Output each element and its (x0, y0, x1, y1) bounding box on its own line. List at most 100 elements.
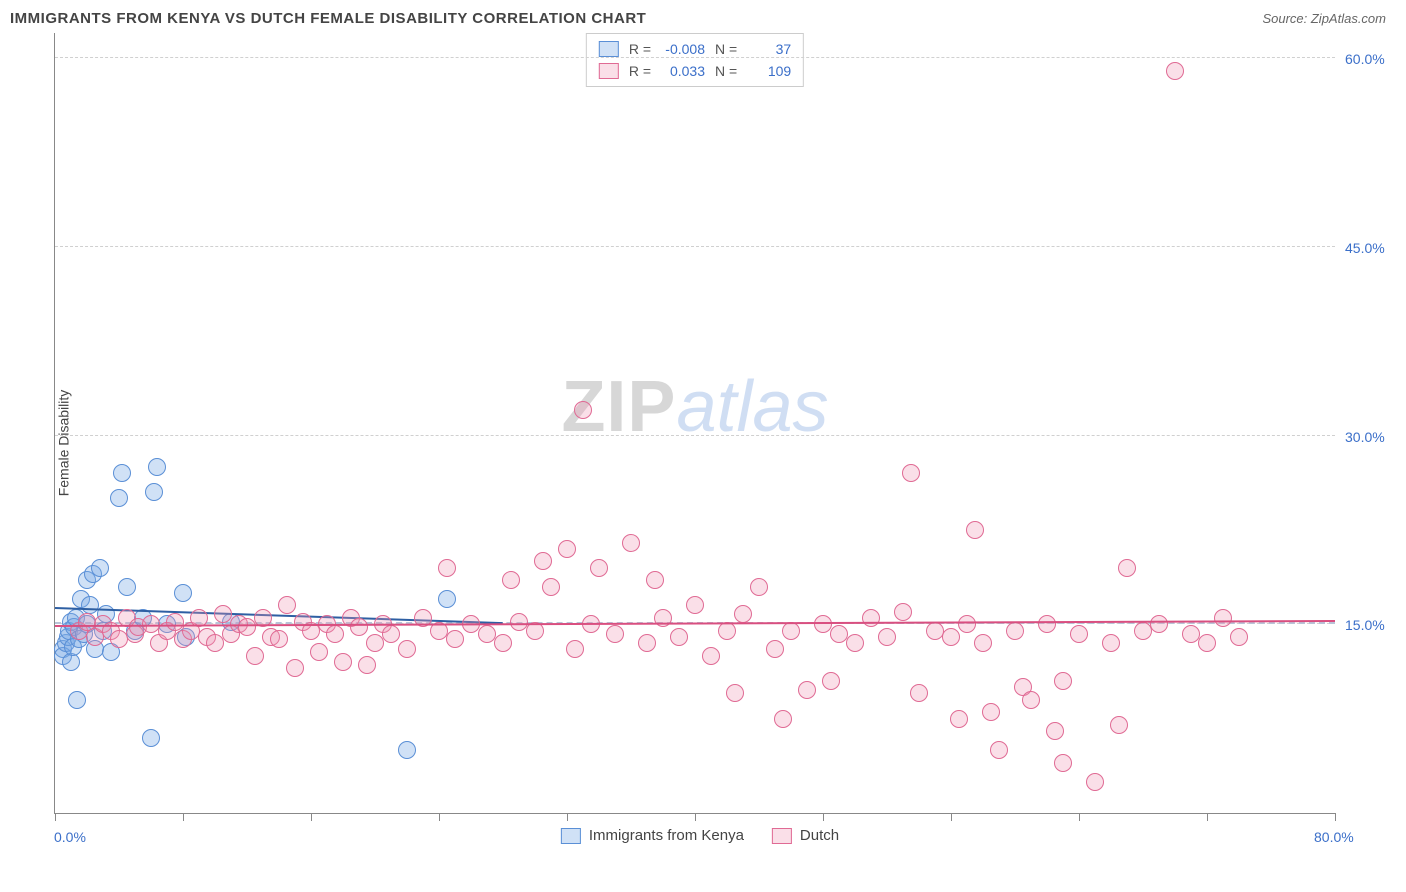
data-point-dutch (910, 684, 928, 702)
data-point-kenya (118, 578, 136, 596)
data-point-dutch (278, 596, 296, 614)
data-point-dutch (206, 634, 224, 652)
data-point-dutch (750, 578, 768, 596)
grid-line (55, 246, 1335, 247)
data-point-dutch (1054, 754, 1072, 772)
data-point-dutch (726, 684, 744, 702)
data-point-dutch (1166, 62, 1184, 80)
data-point-dutch (214, 605, 232, 623)
data-point-kenya (174, 584, 192, 602)
watermark: ZIPatlas (561, 366, 828, 448)
data-point-dutch (1150, 615, 1168, 633)
y-tick-label: 45.0% (1345, 240, 1385, 256)
data-point-kenya (438, 590, 456, 608)
series-legend: Immigrants from Kenya Dutch (561, 827, 839, 844)
data-point-dutch (1198, 634, 1216, 652)
x-tick (823, 813, 824, 821)
data-point-dutch (1086, 773, 1104, 791)
legend-swatch (599, 41, 619, 57)
data-point-dutch (822, 672, 840, 690)
x-tick (567, 813, 568, 821)
data-point-dutch (326, 625, 344, 643)
legend-label: Immigrants from Kenya (589, 827, 744, 844)
data-point-dutch (1230, 628, 1248, 646)
data-point-dutch (1102, 634, 1120, 652)
y-tick-label: 60.0% (1345, 51, 1385, 67)
data-point-dutch (334, 653, 352, 671)
data-point-kenya (110, 489, 128, 507)
data-point-dutch (966, 521, 984, 539)
data-point-kenya (398, 741, 416, 759)
x-tick (1335, 813, 1336, 821)
data-point-dutch (958, 615, 976, 633)
data-point-dutch (398, 640, 416, 658)
n-label: N = (715, 60, 737, 82)
data-point-dutch (646, 571, 664, 589)
data-point-kenya (91, 559, 109, 577)
data-point-dutch (446, 630, 464, 648)
chart-title: IMMIGRANTS FROM KENYA VS DUTCH FEMALE DI… (10, 10, 646, 27)
r-label: R = (629, 60, 651, 82)
data-point-dutch (1214, 609, 1232, 627)
data-point-dutch (590, 559, 608, 577)
data-point-dutch (846, 634, 864, 652)
data-point-kenya (113, 464, 131, 482)
chart-container: Female Disability ZIPatlas R =-0.008N =3… (10, 33, 1390, 853)
x-tick (311, 813, 312, 821)
data-point-dutch (1038, 615, 1056, 633)
data-point-dutch (574, 401, 592, 419)
data-point-kenya (68, 691, 86, 709)
data-point-dutch (686, 596, 704, 614)
x-tick (951, 813, 952, 821)
x-max-label: 80.0% (1314, 829, 1354, 845)
data-point-dutch (622, 534, 640, 552)
data-point-dutch (878, 628, 896, 646)
x-tick (695, 813, 696, 821)
data-point-dutch (366, 634, 384, 652)
data-point-dutch (1022, 691, 1040, 709)
legend-swatch (599, 63, 619, 79)
data-point-kenya (142, 729, 160, 747)
stats-row-dutch: R = 0.033 N = 109 (599, 60, 791, 82)
data-point-dutch (350, 618, 368, 636)
x-min-label: 0.0% (54, 829, 86, 845)
correlation-stats-box: R =-0.008N =37R =0.033N =109 (586, 33, 804, 87)
n-value: 109 (743, 60, 791, 82)
x-tick (55, 813, 56, 821)
data-point-dutch (766, 640, 784, 658)
data-point-dutch (774, 710, 792, 728)
data-point-dutch (1046, 722, 1064, 740)
data-point-dutch (1054, 672, 1072, 690)
data-point-dutch (566, 640, 584, 658)
data-point-dutch (286, 659, 304, 677)
legend-item-kenya: Immigrants from Kenya (561, 827, 744, 844)
data-point-dutch (502, 571, 520, 589)
data-point-dutch (942, 628, 960, 646)
data-point-dutch (814, 615, 832, 633)
legend-item-dutch: Dutch (772, 827, 839, 844)
data-point-dutch (494, 634, 512, 652)
data-point-dutch (894, 603, 912, 621)
y-tick-label: 30.0% (1345, 429, 1385, 445)
data-point-dutch (246, 647, 264, 665)
legend-swatch (561, 828, 581, 844)
scatter-plot: ZIPatlas R =-0.008N =37R =0.033N =109 15… (54, 33, 1335, 814)
data-point-dutch (1118, 559, 1136, 577)
data-point-dutch (982, 703, 1000, 721)
data-point-dutch (950, 710, 968, 728)
x-tick (1207, 813, 1208, 821)
grid-line (55, 435, 1335, 436)
r-value: 0.033 (657, 60, 705, 82)
data-point-dutch (542, 578, 560, 596)
data-point-dutch (702, 647, 720, 665)
legend-label: Dutch (800, 827, 839, 844)
data-point-dutch (558, 540, 576, 558)
data-point-dutch (862, 609, 880, 627)
data-point-dutch (438, 559, 456, 577)
data-point-dutch (798, 681, 816, 699)
data-point-dutch (782, 622, 800, 640)
data-point-dutch (990, 741, 1008, 759)
data-point-dutch (606, 625, 624, 643)
data-point-dutch (670, 628, 688, 646)
data-point-kenya (145, 483, 163, 501)
